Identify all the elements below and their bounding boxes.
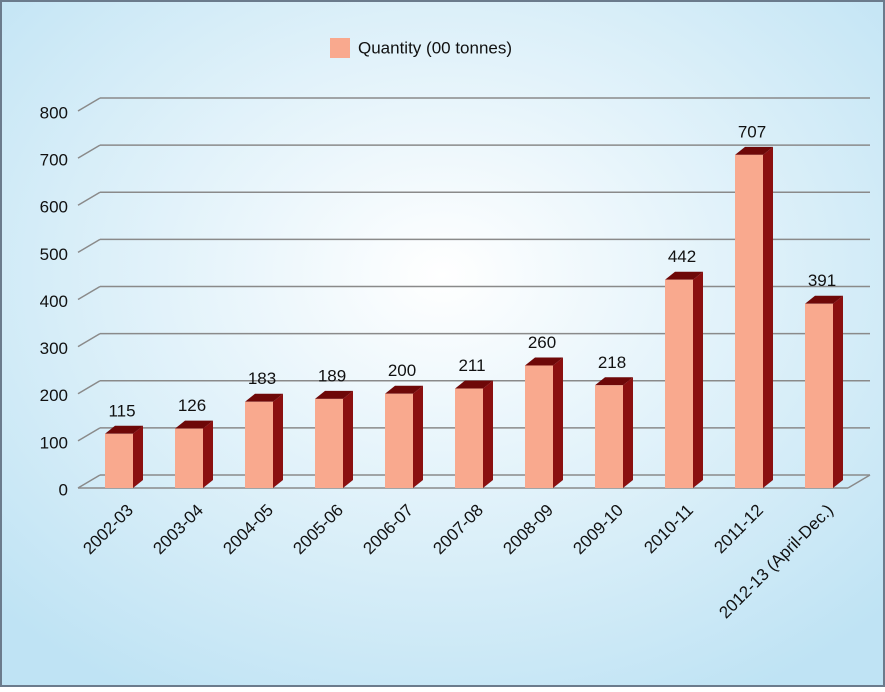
data-label: 442 [668, 247, 696, 266]
grid-diagonal [77, 191, 101, 206]
data-label: 218 [598, 353, 626, 372]
grid-diagonal [77, 380, 101, 395]
grid-diagonal [77, 238, 101, 254]
bar-side [273, 393, 283, 488]
grid-diagonal [77, 427, 101, 442]
bar [175, 428, 203, 488]
bar-side [833, 295, 843, 488]
bar [735, 154, 763, 489]
bar [105, 433, 133, 488]
bar [385, 393, 413, 488]
floor-right [847, 474, 871, 489]
grid-diagonal [77, 474, 101, 489]
y-tick-label: 700 [40, 151, 68, 170]
data-label: 391 [808, 271, 836, 290]
bar [665, 279, 693, 488]
data-label: 183 [248, 369, 276, 388]
data-label: 200 [388, 361, 416, 380]
legend-swatch [330, 38, 350, 58]
bar-top [595, 377, 633, 386]
bar-side [693, 271, 703, 488]
y-tick-label: 800 [40, 103, 68, 122]
bar-top [245, 393, 283, 402]
data-label: 707 [738, 122, 766, 141]
bar [805, 303, 833, 488]
bar [525, 365, 553, 488]
bar-side [623, 377, 633, 488]
bar [595, 385, 623, 488]
bar-top [665, 271, 703, 280]
data-label: 126 [178, 396, 206, 415]
y-tick-label: 500 [40, 245, 68, 264]
data-label: 260 [528, 333, 556, 352]
bar-top [385, 385, 423, 394]
y-tick-label: 100 [40, 433, 68, 452]
y-tick-label: 400 [40, 292, 68, 311]
bar-side [343, 390, 353, 488]
bar-side [483, 380, 493, 488]
bar [455, 388, 483, 488]
bar-top [315, 390, 353, 399]
bar-side [553, 357, 563, 488]
bar-top [455, 380, 493, 389]
y-tick-label: 200 [40, 386, 68, 405]
data-label: 189 [318, 366, 346, 385]
grid-diagonal [77, 285, 101, 301]
bar [245, 401, 273, 488]
data-label: 211 [458, 356, 485, 375]
bar-top [175, 420, 213, 429]
legend-label: Quantity (00 tonnes) [358, 38, 512, 57]
bar [315, 398, 343, 488]
bar-side [413, 385, 423, 488]
y-tick-label: 0 [59, 480, 68, 499]
bar-top [735, 146, 773, 155]
data-label: 115 [108, 401, 135, 420]
y-tick-label: 300 [40, 339, 68, 358]
bar-top [525, 357, 563, 366]
bar-top [805, 295, 843, 304]
grid-diagonal [77, 332, 101, 348]
bar-side [133, 425, 143, 488]
bar-top [105, 425, 143, 434]
bar-side [203, 420, 213, 488]
bar-side [763, 146, 773, 489]
grid-diagonal [77, 97, 101, 112]
grid-diagonal [77, 144, 101, 159]
y-tick-label: 600 [40, 198, 68, 217]
